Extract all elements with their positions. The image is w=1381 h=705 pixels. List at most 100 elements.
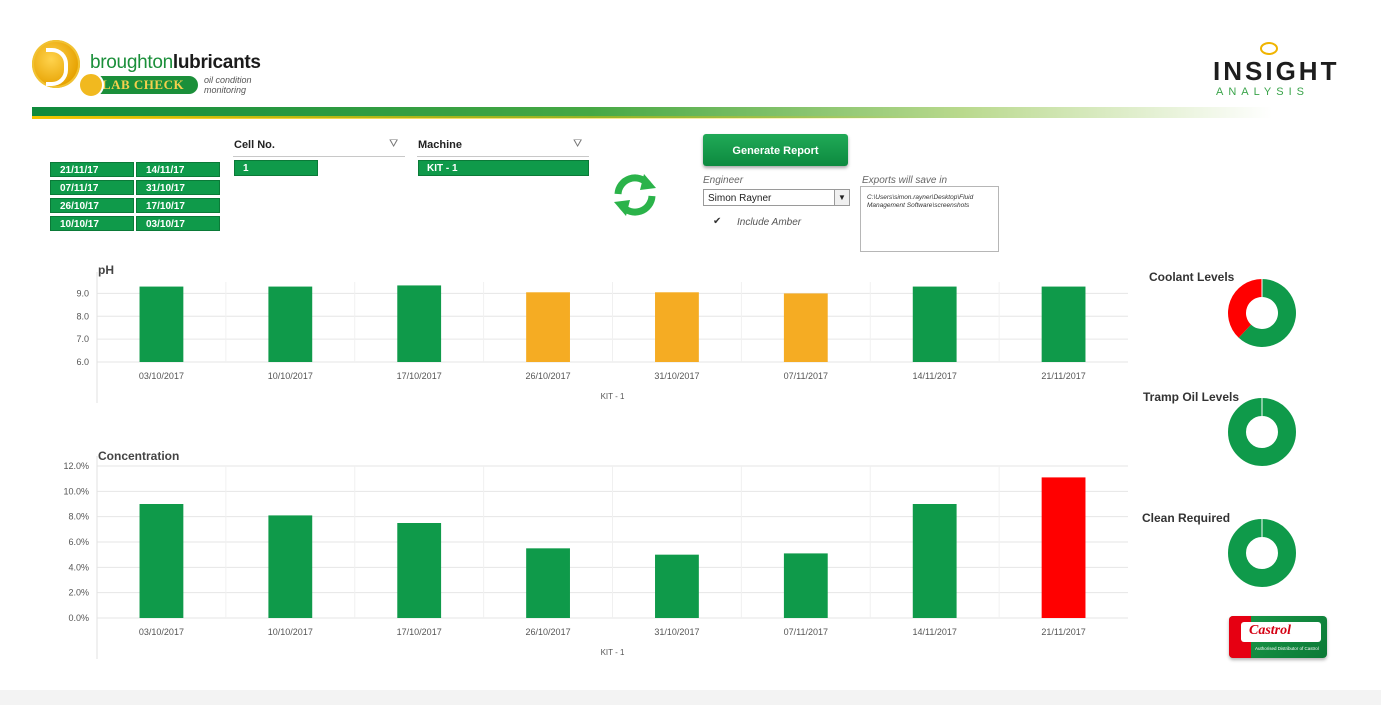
castrol-logo: Castrol [1249,623,1292,638]
clean-required-title: Clean Required [1142,511,1231,525]
slicer-divider [233,156,405,157]
coolant-levels-title: Coolant Levels [1149,270,1235,284]
engineer-label: Engineer [703,175,744,186]
castrol-badge: Castrol Authorised Distributor of Castro… [1229,616,1327,658]
x-tick-label: 17/10/2017 [397,627,442,637]
flask-icon [78,72,104,98]
cell-slicer-item[interactable]: 1 [234,160,318,176]
chevron-down-icon[interactable]: ▼ [834,190,849,205]
x-tick-label: 14/11/2017 [912,627,956,637]
bar[interactable] [783,553,828,618]
chart-title: pH [98,263,114,277]
x-tick-label: 26/10/2017 [526,627,571,637]
x-axis-label: KIT - 1 [601,392,625,401]
x-axis-label: KIT - 1 [601,648,625,657]
broughton-lubricants-logo: broughtonlubricants LAB CHECK oil condit… [32,38,282,100]
x-tick-label: 14/11/2017 [912,371,956,381]
y-tick-label: 10.0% [63,486,89,496]
y-tick-label: 7.0 [76,334,89,344]
clear-filter-icon[interactable]: ⛛ [389,138,399,150]
y-tick-label: 9.0 [76,288,89,298]
y-tick-label: 8.0% [68,512,89,522]
x-tick-label: 10/10/2017 [268,371,313,381]
clear-filter-icon[interactable]: ⛛ [573,138,583,150]
x-tick-label: 21/11/2017 [1041,627,1085,637]
y-tick-label: 0.0% [68,613,89,623]
x-tick-label: 07/11/2017 [784,627,828,637]
refresh-icon[interactable] [610,172,660,218]
date-slicer-item[interactable]: 21/11/17 [50,162,134,177]
y-tick-label: 4.0% [68,562,89,572]
x-tick-label: 03/10/2017 [139,627,184,637]
castrol-subtitle: Authorised Distributor of Castrol [1255,646,1319,651]
cell-slicer: Cell No. ⛛ 1 [233,138,405,180]
x-tick-label: 17/10/2017 [397,371,442,381]
bar[interactable] [268,515,313,618]
donut-slice[interactable] [1228,279,1262,338]
cell-slicer-title: Cell No. [234,139,275,151]
generate-report-button[interactable]: Generate Report [703,134,848,166]
insight-eye-icon [1260,42,1278,55]
slicer-divider [417,156,589,157]
bar[interactable] [1041,477,1086,618]
engineer-select[interactable]: Simon Rayner ▼ [703,189,850,206]
y-tick-label: 12.0% [63,461,89,471]
date-slicer-item[interactable]: 10/10/17 [50,216,134,231]
exports-label: Exports will save in [862,175,948,186]
date-slicer-item[interactable]: 31/10/17 [136,180,220,195]
date-slicer-item[interactable]: 07/11/17 [50,180,134,195]
x-tick-label: 31/10/2017 [654,371,699,381]
engineer-select-value: Simon Rayner [708,193,772,204]
y-tick-label: 8.0 [76,311,89,321]
x-tick-label: 10/10/2017 [268,627,313,637]
bar[interactable] [655,554,699,618]
include-amber-checkbox[interactable]: ✔ [713,216,722,227]
insight-logo-title: INSIGHT [1213,56,1340,86]
ph-chart: pH 6.0 7.0 8.0 9.0 03/10/2017 10/10/2017 17/10/… [76,263,1128,403]
coolant-levels-donut [1228,279,1296,347]
x-tick-label: 26/10/2017 [526,371,571,381]
bar[interactable] [397,523,442,618]
bar[interactable] [139,504,184,618]
insight-logo-subtitle: ANALYSIS [1216,86,1309,98]
date-slicer-item[interactable]: 03/10/17 [136,216,220,231]
exports-path-box[interactable]: C:\Users\simon.rayner\Desktop\Fluid Mana… [860,186,999,252]
date-slicer-item[interactable]: 14/11/17 [136,162,220,177]
y-tick-label: 2.0% [68,588,89,598]
bar[interactable] [397,285,442,362]
date-slicer: 21/11/17 14/11/17 07/11/17 31/10/17 26/1… [48,160,223,235]
bar[interactable] [912,504,957,618]
y-tick-label: 6.0% [68,537,89,547]
x-tick-label: 21/11/2017 [1041,371,1085,381]
bar[interactable] [783,293,828,362]
brand-name: broughtonlubricants [90,52,261,73]
machine-slicer: Machine ⛛ KIT - 1 [417,138,589,180]
chart-title: Concentration [98,449,179,463]
tramp-oil-levels-donut [1228,398,1296,466]
bar[interactable] [912,286,957,362]
include-amber-label: Include Amber [737,217,802,228]
clean-required-donut [1228,519,1296,587]
bar[interactable] [1041,286,1086,362]
bar[interactable] [139,286,184,362]
machine-slicer-item[interactable]: KIT - 1 [418,160,589,176]
bar[interactable] [655,292,699,362]
lab-check-label: LAB CHECK [88,76,198,94]
bar[interactable] [526,292,570,362]
bar[interactable] [268,286,313,362]
date-slicer-item[interactable]: 26/10/17 [50,198,134,213]
tramp-oil-levels-title: Tramp Oil Levels [1143,390,1240,404]
x-tick-label: 03/10/2017 [139,371,184,381]
y-tick-label: 6.0 [76,357,89,367]
date-slicer-item[interactable]: 17/10/17 [136,198,220,213]
machine-slicer-title: Machine [418,139,463,151]
header-divider-accent [32,116,932,119]
donut-slice[interactable] [1238,279,1296,347]
logo-subtitle: oil condition monitoring [204,75,252,95]
header-divider [32,107,1272,118]
logo-circle-icon [32,40,80,88]
x-tick-label: 31/10/2017 [654,627,699,637]
bottom-strip [0,690,1381,705]
bar[interactable] [526,548,570,618]
concentration-chart: Concentration 0.0% 2.0% 4.0% 6.0% 8.0% 10.0% 12… [63,449,1128,659]
